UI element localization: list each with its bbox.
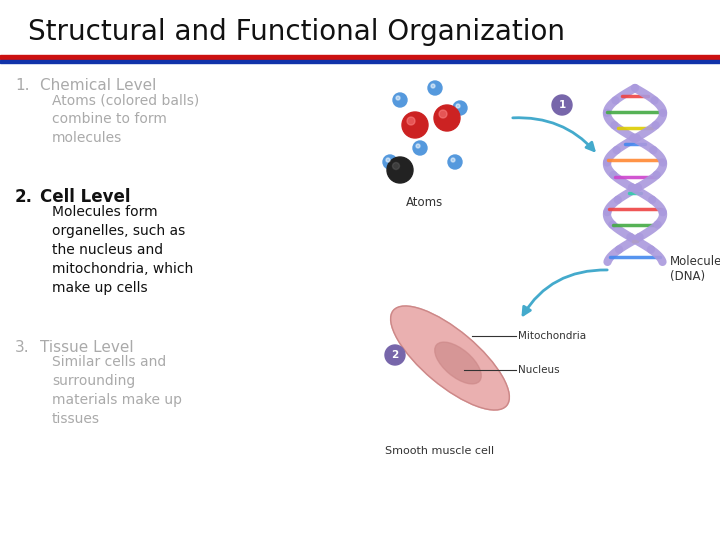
Text: Cell Level: Cell Level xyxy=(40,188,130,206)
Circle shape xyxy=(396,96,400,100)
Circle shape xyxy=(385,345,405,365)
Text: Molecule
(DNA): Molecule (DNA) xyxy=(670,255,720,283)
Text: Atoms (colored balls)
combine to form
molecules: Atoms (colored balls) combine to form mo… xyxy=(52,93,199,145)
Text: Atoms: Atoms xyxy=(406,196,444,209)
Bar xyxy=(0,60,720,63)
Text: Mitochondria: Mitochondria xyxy=(518,331,586,341)
Text: Structural and Functional Organization: Structural and Functional Organization xyxy=(28,18,565,46)
Circle shape xyxy=(448,155,462,169)
Circle shape xyxy=(387,157,413,183)
Circle shape xyxy=(434,105,460,131)
Text: Chemical Level: Chemical Level xyxy=(40,78,156,93)
Text: 1: 1 xyxy=(559,100,566,110)
Circle shape xyxy=(392,163,400,170)
Text: Molecules form
organelles, such as
the nucleus and
mitochondria, which
make up c: Molecules form organelles, such as the n… xyxy=(52,205,193,295)
Text: 2.: 2. xyxy=(15,188,33,206)
Text: Nucleus: Nucleus xyxy=(518,365,559,375)
Text: Tissue Level: Tissue Level xyxy=(40,340,134,355)
Ellipse shape xyxy=(391,306,509,410)
Circle shape xyxy=(386,158,390,162)
Bar xyxy=(0,55,720,59)
Text: 2: 2 xyxy=(392,350,399,360)
Circle shape xyxy=(451,158,455,162)
Text: Similar cells and
surrounding
materials make up
tissues: Similar cells and surrounding materials … xyxy=(52,355,182,426)
Circle shape xyxy=(456,104,460,108)
Circle shape xyxy=(393,93,407,107)
Circle shape xyxy=(431,84,435,88)
Circle shape xyxy=(413,141,427,155)
Circle shape xyxy=(407,117,415,125)
Text: 1.: 1. xyxy=(15,78,30,93)
Circle shape xyxy=(428,81,442,95)
Circle shape xyxy=(453,101,467,115)
Circle shape xyxy=(552,95,572,115)
Circle shape xyxy=(383,155,397,169)
Ellipse shape xyxy=(435,342,481,384)
Circle shape xyxy=(416,144,420,148)
Text: 3.: 3. xyxy=(15,340,30,355)
Circle shape xyxy=(402,112,428,138)
Text: Smooth muscle cell: Smooth muscle cell xyxy=(385,446,495,456)
Circle shape xyxy=(439,110,447,118)
